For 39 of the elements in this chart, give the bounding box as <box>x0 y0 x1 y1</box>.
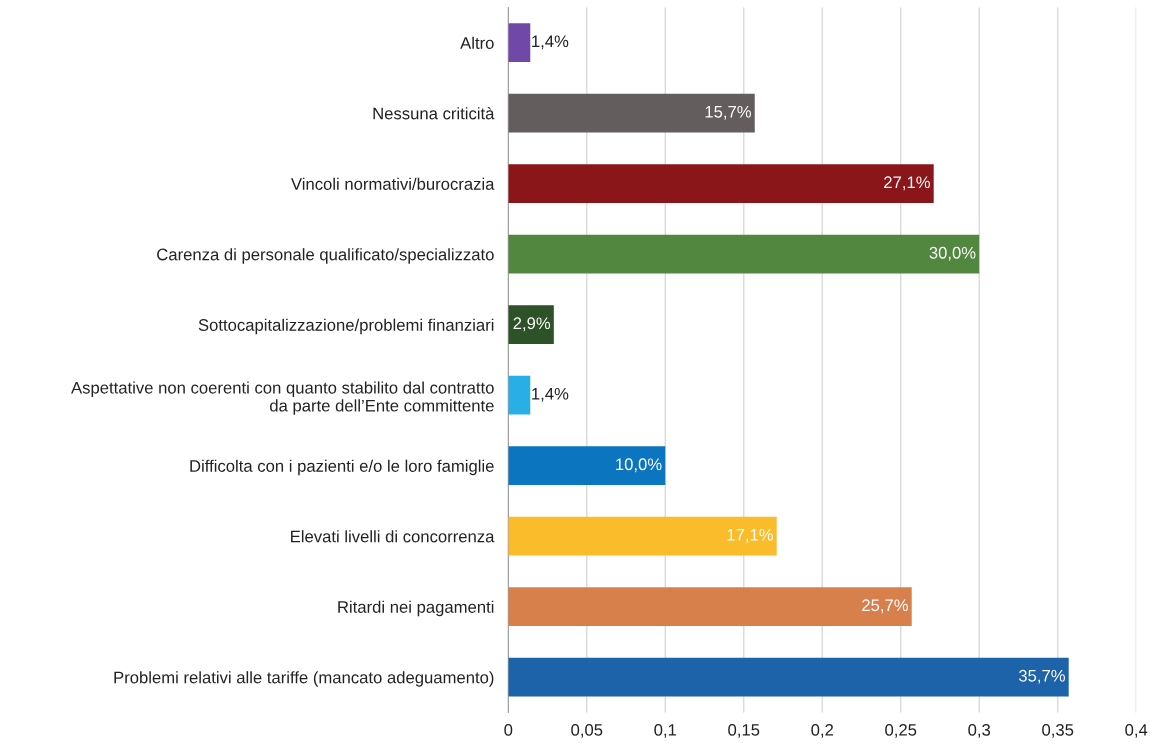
y-tick-label: Problemi relativi alle tariffe (mancato adeguamento) <box>114 671 494 687</box>
data-label: 1,4% <box>532 35 569 50</box>
bar <box>508 164 934 204</box>
x-tick-label: 0,05 <box>571 723 603 738</box>
bar <box>508 23 531 63</box>
y-tick-label: Difficolta con i pazienti e/o le loro famiglie <box>190 459 494 476</box>
y-tick-label: Nessuna criticità <box>373 106 495 120</box>
bar <box>508 305 554 345</box>
bar <box>508 657 1069 697</box>
y-tick-label: Elevati livelli di concorrenza <box>291 530 495 543</box>
data-label: 27,1% <box>884 176 930 191</box>
bar <box>508 516 777 556</box>
bar <box>508 234 980 274</box>
data-label: 2,9% <box>513 317 551 332</box>
y-tick-label: Altro <box>460 36 494 49</box>
x-tick-label: 0,25 <box>885 723 917 738</box>
y-tick-label: Ritardi nei pagamenti <box>338 600 494 617</box>
x-tick-label: 0,3 <box>968 723 991 738</box>
data-label: 10,0% <box>616 458 662 473</box>
x-tick-label: 0,4 <box>1125 723 1148 738</box>
y-tick-label: Vincoli normativi/burocrazia <box>291 177 495 190</box>
y-tick-label: Sottocapitalizzazione/problemi finanziari <box>198 318 494 335</box>
bar <box>508 587 912 627</box>
x-tick-label: 0,1 <box>654 723 677 738</box>
x-tick-label: 0,15 <box>728 723 760 738</box>
bar <box>508 93 755 133</box>
data-label: 30,0% <box>929 246 976 261</box>
y-tick-label: Carenza di personale qualificato/specializzato <box>157 248 494 264</box>
data-label: 15,7% <box>705 105 752 120</box>
data-label: 1,4% <box>532 387 569 402</box>
x-tick-label: 0,35 <box>1042 723 1074 738</box>
bar <box>508 375 531 415</box>
data-label: 25,7% <box>862 599 908 614</box>
x-tick-label: 0 <box>504 723 513 736</box>
bar <box>508 446 666 486</box>
x-tick-label: 0,2 <box>811 723 833 738</box>
y-tick-label: Aspettative non coerenti con quanto stabilito dal contratto da parte dell’Ente committente <box>71 381 494 415</box>
data-label: 35,7% <box>1018 669 1065 684</box>
data-label: 17,1% <box>727 528 773 543</box>
